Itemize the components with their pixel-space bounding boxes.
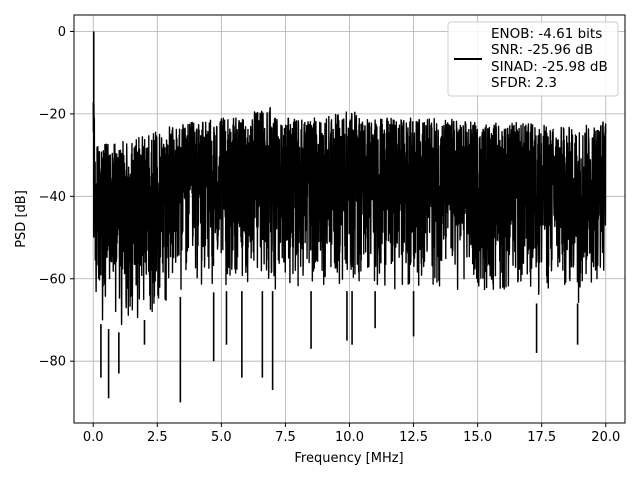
x-axis-ticks: 0.0 2.5 5.0 7.5 10.0 12.5 15.0 17.5 20.0 bbox=[83, 423, 620, 445]
legend-line-snr: SNR: -25.96 dB bbox=[491, 42, 593, 58]
y-axis-label: PSD [dB] bbox=[14, 190, 29, 248]
psd-series-line bbox=[92, 101, 607, 326]
x-axis-label: Frequency [MHz] bbox=[294, 451, 403, 466]
legend-box bbox=[447, 21, 619, 97]
x-tick-label: 12.5 bbox=[399, 430, 428, 445]
legend-line-sinad: SINAD: -25.98 dB bbox=[491, 59, 608, 75]
legend: ENOB: -4.61 bits SNR: -25.96 dB SINAD: -… bbox=[447, 21, 619, 97]
x-tick-label: 2.5 bbox=[147, 430, 168, 445]
legend-line-enob: ENOB: -4.61 bits bbox=[491, 26, 602, 42]
y-tick-label: −80 bbox=[39, 355, 66, 370]
series-layer bbox=[92, 31, 607, 403]
x-tick-label: 10.0 bbox=[335, 430, 364, 445]
y-axis-ticks: 0 −20 −40 −60 −80 bbox=[39, 25, 74, 370]
x-tick-label: 7.5 bbox=[275, 430, 296, 445]
y-tick-label: 0 bbox=[58, 25, 66, 40]
y-tick-label: −20 bbox=[39, 107, 66, 122]
x-tick-label: 20.0 bbox=[591, 430, 620, 445]
x-tick-label: 17.5 bbox=[527, 430, 556, 445]
x-tick-label: 5.0 bbox=[211, 430, 232, 445]
legend-line-sfdr: SFDR: 2.3 bbox=[491, 75, 557, 91]
y-tick-label: −60 bbox=[39, 272, 66, 287]
x-tick-label: 15.0 bbox=[463, 430, 492, 445]
x-tick-label: 0.0 bbox=[83, 430, 104, 445]
y-tick-label: −40 bbox=[39, 190, 66, 205]
